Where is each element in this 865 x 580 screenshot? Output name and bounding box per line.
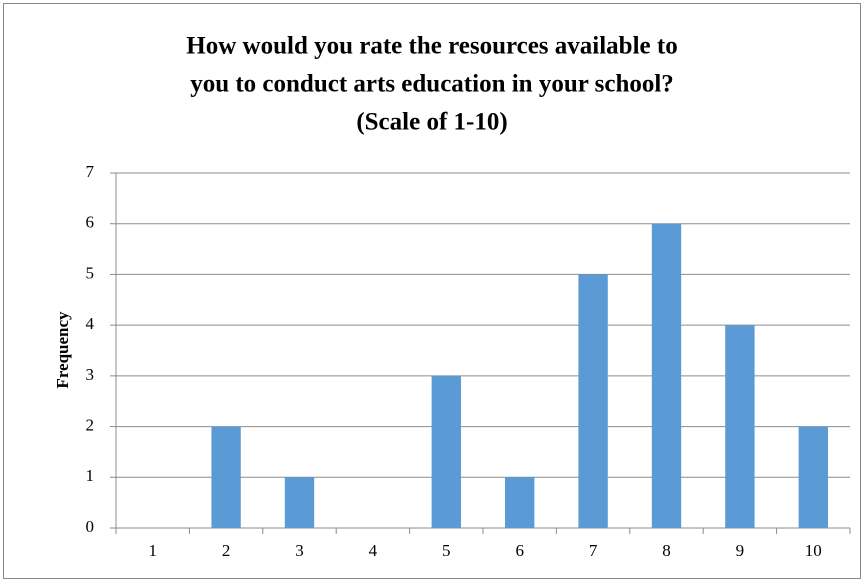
bar <box>505 477 535 528</box>
x-tick-label: 3 <box>295 541 304 560</box>
chart-title: How would you rate the resources availab… <box>186 33 677 60</box>
y-tick-label: 4 <box>86 314 95 333</box>
y-tick-label: 7 <box>86 162 95 181</box>
y-tick-label: 1 <box>86 466 95 485</box>
bar <box>725 325 755 528</box>
x-tick-label: 6 <box>515 541 524 560</box>
y-tick-label: 5 <box>86 263 95 282</box>
bar <box>284 477 315 528</box>
y-tick-label: 3 <box>86 365 95 384</box>
x-tick-label: 2 <box>222 541 231 560</box>
bar <box>651 223 682 528</box>
chart-title: you to conduct arts education in your sc… <box>190 71 674 98</box>
chart-title: (Scale of 1-10) <box>356 109 507 136</box>
x-tick-label: 1 <box>148 541 157 560</box>
bar <box>211 426 241 528</box>
bar <box>578 274 608 528</box>
x-tick-label: 9 <box>736 541 745 560</box>
y-tick-label: 2 <box>86 415 95 434</box>
x-tick-label: 5 <box>442 541 451 560</box>
x-tick-label: 7 <box>589 541 598 560</box>
bar <box>798 426 828 528</box>
x-tick-label: 8 <box>662 541 671 560</box>
bar <box>431 375 461 528</box>
y-axis-label: Frequency <box>53 311 72 389</box>
y-tick-label: 6 <box>86 213 95 232</box>
x-tick-label: 10 <box>805 541 822 560</box>
x-tick-label: 4 <box>369 541 378 560</box>
y-tick-label: 0 <box>86 517 95 536</box>
